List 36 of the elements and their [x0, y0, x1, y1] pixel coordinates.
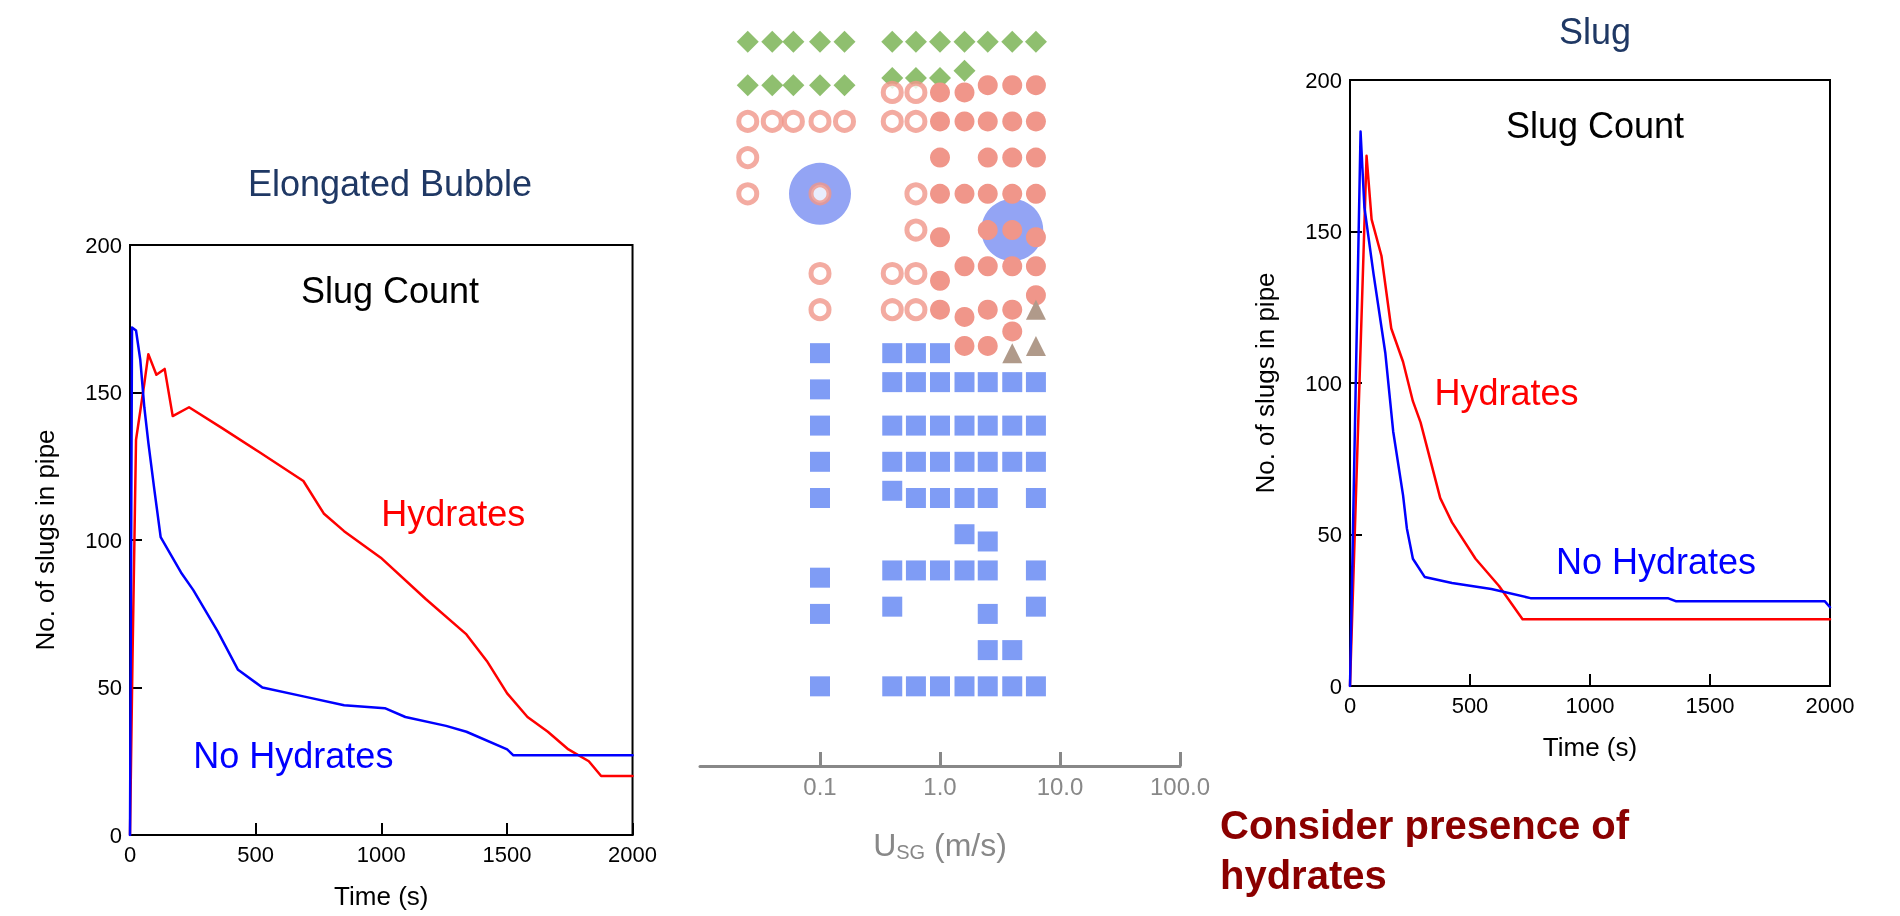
series-label: No Hydrates [1555, 541, 1756, 583]
y-tick-label: 50 [97, 675, 122, 700]
x-tick-label: 1.0 [923, 772, 957, 800]
chart-subtitle: Elongated Bubble [247, 162, 533, 204]
y-axis-title: No. of slugs in pipe [1250, 272, 1280, 494]
series-label: Hydrates [381, 492, 526, 534]
y-tick-label: 0 [109, 822, 122, 848]
x-tick-label: 1500 [1685, 692, 1735, 718]
x-axis-title: USG (m/s) [873, 827, 1007, 863]
x-axis-title: Time (s) [334, 881, 429, 911]
x-tick-label: 500 [1451, 692, 1489, 718]
x-tick-label: 2000 [608, 841, 658, 867]
y-tick-label: 100 [85, 527, 122, 553]
y-tick-label: 200 [85, 232, 122, 258]
text: Slug Count [1505, 104, 1685, 146]
y-tick-label: 0 [1329, 673, 1342, 699]
x-axis-title: Time (s) [1542, 732, 1638, 762]
x-tick-label: 10.0 [1036, 772, 1084, 800]
x-tick-label: 1500 [482, 841, 532, 867]
x-tick-label: 1000 [1565, 692, 1615, 718]
text: Slug Count [300, 269, 480, 311]
y-tick-label: 50 [1317, 522, 1342, 547]
x-tick-label: 500 [237, 841, 274, 867]
y-tick-label: 150 [85, 380, 122, 405]
y-axis-title: No. of slugs in pipe [30, 429, 60, 651]
x-tick-label: 0.1 [803, 772, 837, 800]
x-tick-label: 2000 [1805, 692, 1855, 718]
y-tick-label: 150 [1305, 219, 1342, 244]
text: Consider presence of hydrates [1220, 803, 1641, 897]
x-tick-label: 1000 [356, 841, 406, 867]
y-tick-label: 200 [1305, 67, 1342, 93]
x-tick-label: 100.0 [1149, 772, 1211, 800]
y-tick-label: 100 [1305, 370, 1342, 396]
series-label: Hydrates [1434, 371, 1579, 413]
series-label: No Hydrates [193, 734, 394, 776]
chart-subtitle: Slug [1558, 10, 1632, 52]
